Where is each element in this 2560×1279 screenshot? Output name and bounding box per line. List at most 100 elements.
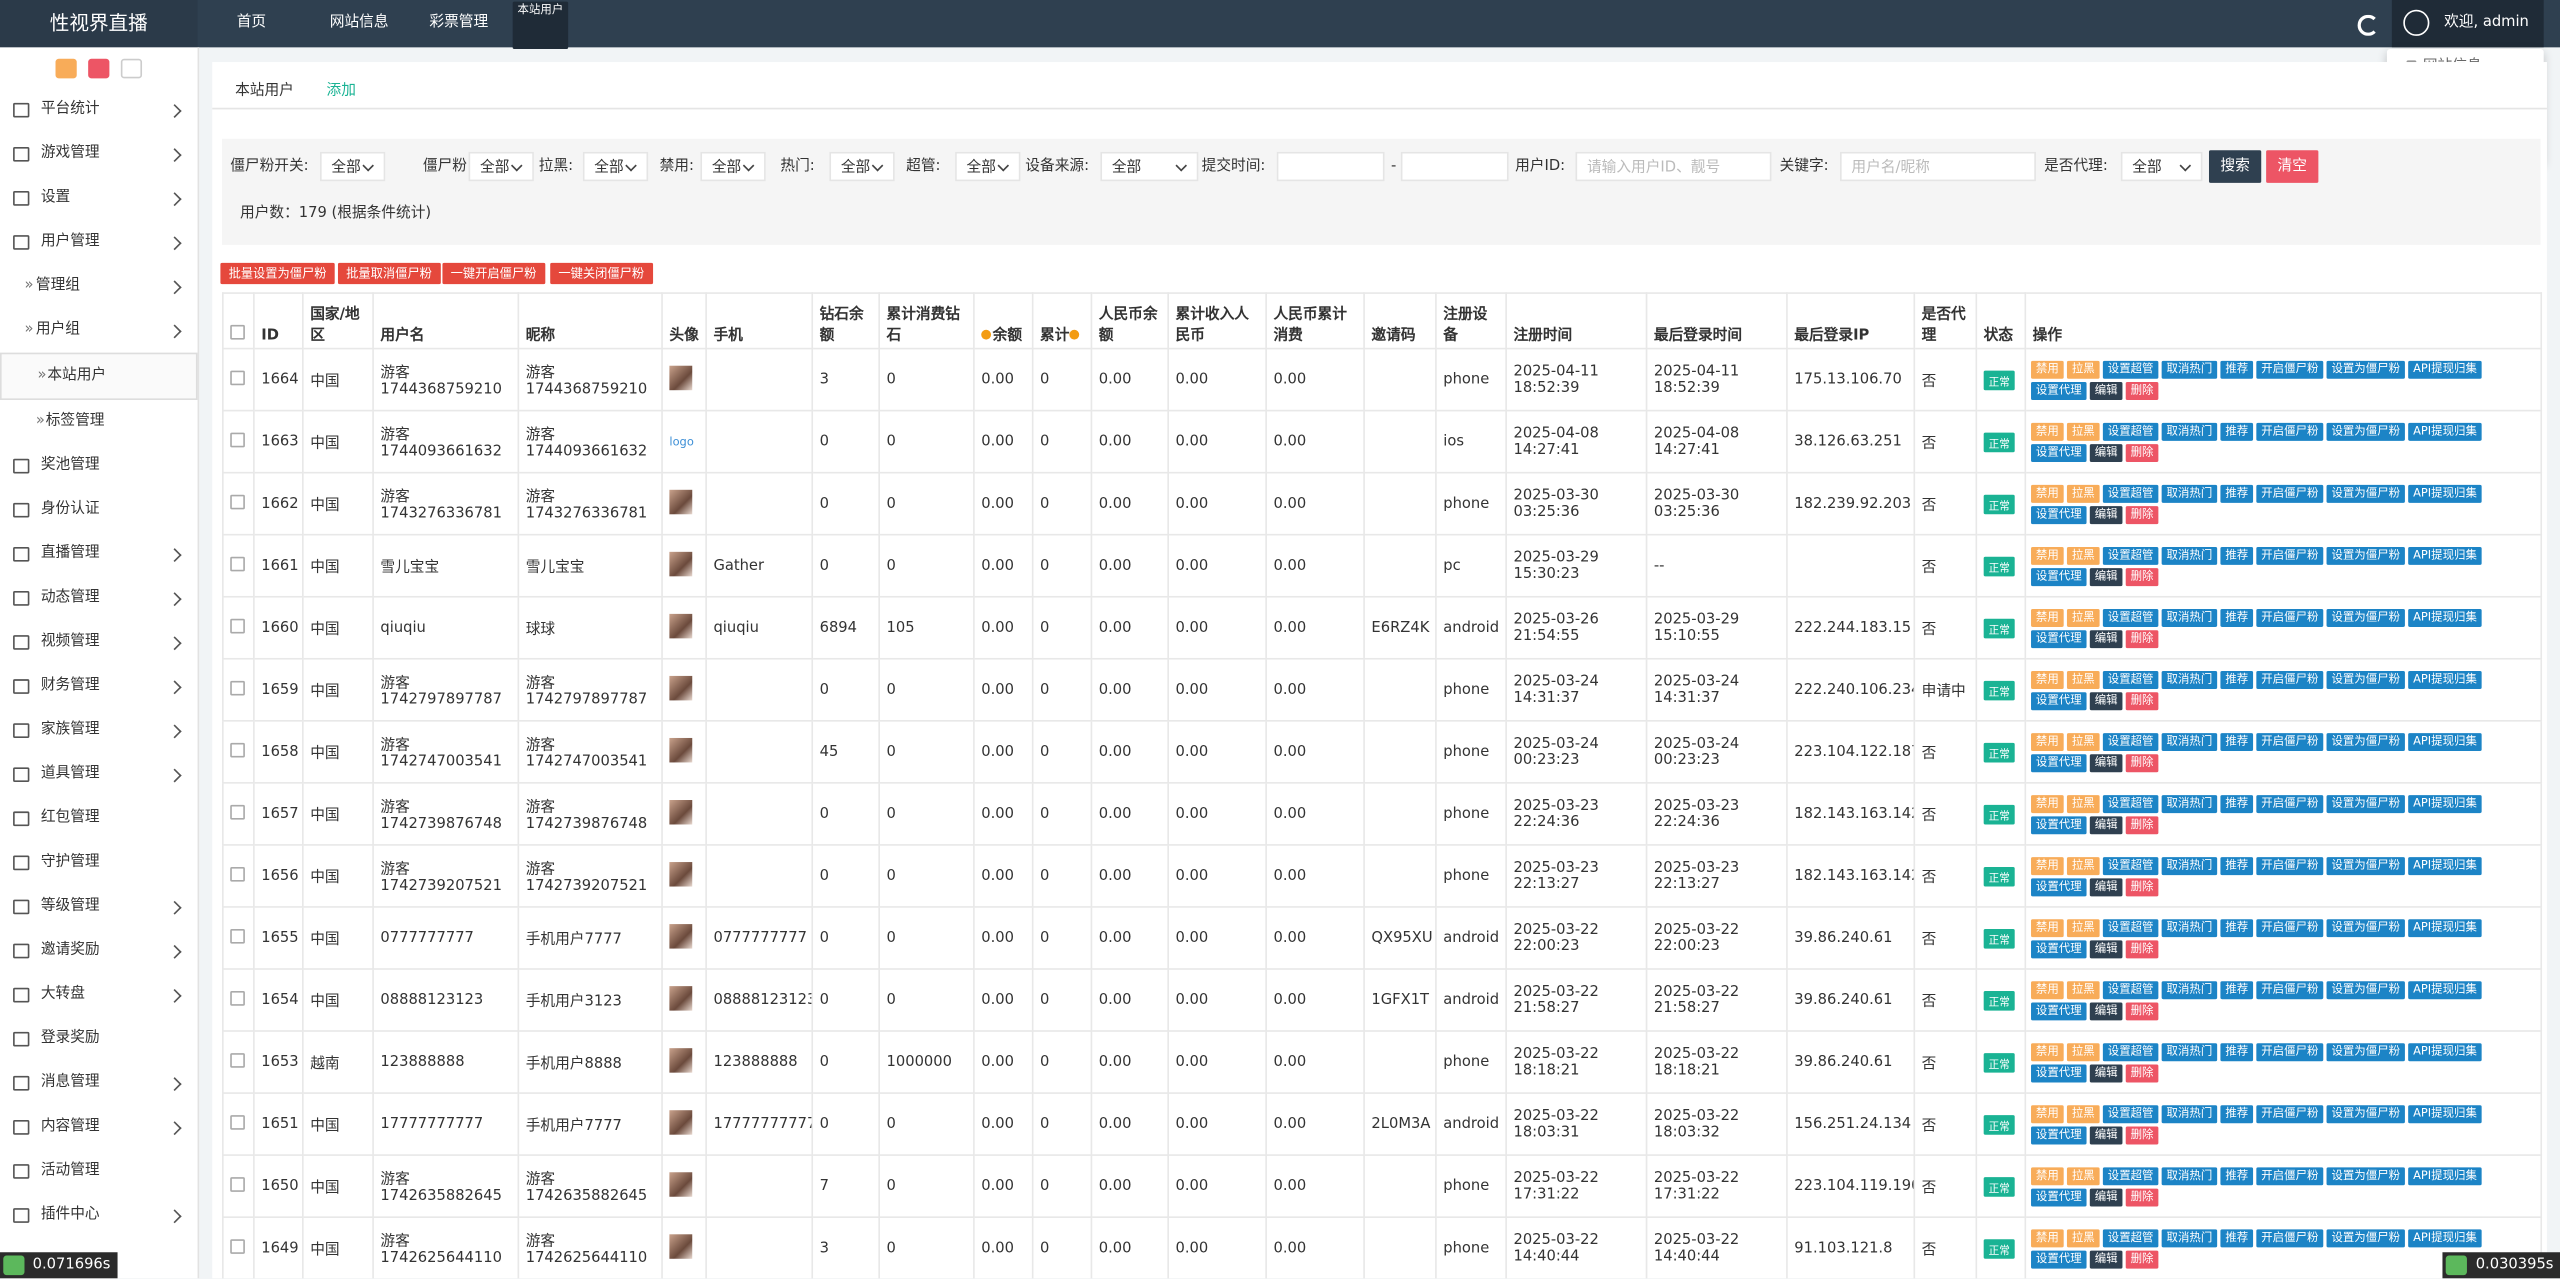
action-button[interactable]: 编辑 [2089, 1187, 2123, 1206]
action-button[interactable]: 禁用 [2031, 918, 2064, 937]
action-button[interactable]: 取消热门 [2161, 1228, 2218, 1247]
select[interactable]: 全部 [320, 151, 386, 182]
action-button[interactable]: 禁用 [2031, 484, 2064, 503]
action-button[interactable]: 编辑 [2089, 939, 2123, 958]
action-button[interactable]: 设置代理 [2031, 877, 2087, 896]
menu-button[interactable] [120, 58, 143, 79]
action-button[interactable]: 设置代理 [2031, 629, 2087, 648]
checkbox[interactable] [230, 324, 245, 340]
menu-item[interactable]: 动态管理 [0, 576, 198, 620]
action-button[interactable]: API提现归集 [2408, 360, 2482, 378]
action-button[interactable]: 设置为僵尸粉 [2326, 484, 2405, 503]
action-button[interactable]: 设置超管 [2102, 794, 2159, 813]
action-button[interactable]: 编辑 [2089, 505, 2123, 524]
action-button[interactable]: 设置超管 [2102, 484, 2159, 503]
action-button[interactable]: 设置超管 [2102, 1166, 2159, 1185]
action-button[interactable]: API提现归集 [2408, 670, 2482, 689]
menu-item[interactable]: 直播管理 [0, 532, 198, 576]
action-button[interactable]: 禁用 [2031, 1166, 2064, 1185]
action-button[interactable]: 取消热门 [2161, 608, 2218, 627]
action-button[interactable]: 推荐 [2220, 918, 2254, 937]
menu-item[interactable]: 登录奖励 [0, 1017, 198, 1061]
checkbox[interactable] [230, 1238, 245, 1254]
action-button[interactable]: 设置代理 [2031, 1001, 2087, 1020]
select[interactable]: 全部 [955, 151, 1021, 182]
checkbox[interactable] [230, 804, 245, 819]
action-button[interactable]: 删除 [2125, 381, 2159, 400]
action-button[interactable]: 开启僵尸粉 [2256, 732, 2324, 751]
action-button[interactable]: 设置代理 [2031, 753, 2087, 772]
action-button[interactable]: 禁用 [2031, 422, 2064, 441]
action-button[interactable]: 推荐 [2220, 422, 2254, 441]
bulk-button[interactable]: 一键关闭僵尸粉 [550, 262, 653, 285]
action-button[interactable]: 设置代理 [2031, 1125, 2087, 1144]
action-button[interactable]: API提现归集 [2408, 1042, 2482, 1061]
action-button[interactable]: 拉黑 [2066, 856, 2100, 875]
action-button[interactable]: 取消热门 [2161, 546, 2218, 565]
action-button[interactable]: 开启僵尸粉 [2256, 918, 2324, 937]
action-button[interactable]: 拉黑 [2066, 1166, 2100, 1185]
action-button[interactable]: 禁用 [2031, 360, 2064, 378]
action-button[interactable]: 删除 [2125, 443, 2159, 462]
search-button[interactable]: 搜索 [2208, 150, 2262, 183]
action-button[interactable]: API提现归集 [2408, 1228, 2482, 1247]
checkbox[interactable] [230, 493, 245, 509]
menu-item[interactable]: 守护管理 [0, 841, 198, 885]
action-button[interactable]: 拉黑 [2066, 732, 2100, 751]
action-button[interactable]: 编辑 [2089, 877, 2123, 896]
select[interactable]: 全部 [468, 151, 534, 182]
action-button[interactable]: 设置为僵尸粉 [2326, 1042, 2405, 1061]
action-button[interactable]: 设置代理 [2031, 691, 2087, 710]
action-button[interactable]: 禁用 [2031, 1042, 2064, 1061]
action-button[interactable]: 删除 [2125, 1125, 2159, 1144]
action-button[interactable]: 拉黑 [2066, 422, 2100, 441]
action-button[interactable]: 开启僵尸粉 [2256, 360, 2324, 378]
text-input[interactable]: 请输入用户ID、靓号 [1575, 151, 1772, 182]
action-button[interactable]: API提现归集 [2408, 856, 2482, 875]
select[interactable]: 全部 [2120, 151, 2203, 182]
action-button[interactable]: 开启僵尸粉 [2256, 1104, 2324, 1123]
action-button[interactable]: API提现归集 [2408, 732, 2482, 751]
action-button[interactable]: 编辑 [2089, 1001, 2123, 1020]
menu-item[interactable]: 活动管理 [0, 1149, 198, 1193]
action-button[interactable]: 拉黑 [2066, 608, 2100, 627]
action-button[interactable]: API提现归集 [2408, 1104, 2482, 1123]
action-button[interactable]: 设置代理 [2031, 443, 2087, 462]
menu-item[interactable]: 视频管理 [0, 620, 198, 664]
action-button[interactable]: API提现归集 [2408, 608, 2482, 627]
action-button[interactable]: 推荐 [2220, 484, 2254, 503]
home-button[interactable] [55, 58, 77, 79]
clear-button[interactable]: 清空 [2266, 150, 2319, 183]
action-button[interactable]: 开启僵尸粉 [2256, 1166, 2324, 1185]
action-button[interactable]: 删除 [2125, 691, 2159, 710]
action-button[interactable]: 推荐 [2220, 856, 2254, 875]
checkbox[interactable] [230, 555, 245, 571]
action-button[interactable]: API提现归集 [2408, 918, 2482, 937]
user-menu[interactable]: 欢迎, admin [2391, 0, 2544, 48]
action-button[interactable]: 编辑 [2089, 815, 2123, 834]
action-button[interactable]: 删除 [2125, 939, 2159, 958]
action-button[interactable]: 拉黑 [2066, 360, 2100, 378]
action-button[interactable]: 禁用 [2031, 1104, 2064, 1123]
action-button[interactable]: 拉黑 [2066, 1228, 2100, 1247]
action-button[interactable]: 编辑 [2089, 381, 2123, 400]
action-button[interactable]: 禁用 [2031, 856, 2064, 875]
select[interactable]: 全部 [1100, 151, 1199, 182]
action-button[interactable]: 开启僵尸粉 [2256, 794, 2324, 813]
action-button[interactable]: 设置为僵尸粉 [2326, 546, 2405, 565]
action-button[interactable]: 设置为僵尸粉 [2326, 1228, 2405, 1247]
menu-item[interactable]: 内容管理 [0, 1105, 198, 1149]
action-button[interactable]: 删除 [2125, 1063, 2159, 1082]
checkbox[interactable] [230, 990, 245, 1005]
action-button[interactable]: 设置超管 [2102, 732, 2159, 751]
action-button[interactable]: 取消热门 [2161, 1166, 2218, 1185]
action-button[interactable]: 设置代理 [2031, 381, 2087, 400]
action-button[interactable]: 取消热门 [2161, 484, 2218, 503]
action-button[interactable]: 拉黑 [2066, 918, 2100, 937]
action-button[interactable]: 拉黑 [2066, 794, 2100, 813]
action-button[interactable]: 编辑 [2089, 629, 2123, 648]
action-button[interactable]: 设置超管 [2102, 360, 2159, 378]
action-button[interactable]: 取消热门 [2161, 980, 2218, 999]
action-button[interactable]: 设置为僵尸粉 [2326, 1104, 2405, 1123]
action-button[interactable]: 取消热门 [2161, 360, 2218, 378]
